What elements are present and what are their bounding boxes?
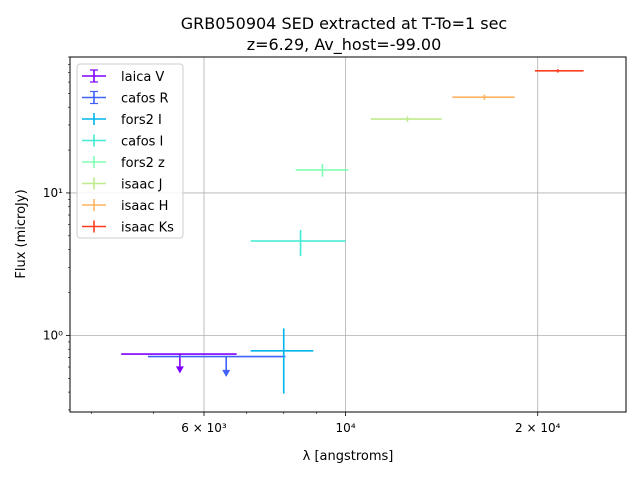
legend: laica V cafos R fors2 I cafos I fors2 z isaac…: [76, 63, 184, 239]
y-axis-ticks: 10⁰ 10¹: [43, 56, 70, 411]
legend-entry: isaac H: [82, 199, 168, 214]
legend-label: isaac Ks: [121, 221, 174, 236]
series-cafos-R: [147, 355, 286, 377]
y-tick-label: 10¹: [43, 186, 63, 200]
series-fors2-I: [250, 328, 314, 394]
legend-label: cafos R: [121, 92, 169, 107]
legend-entry: isaac J: [82, 177, 162, 193]
chart-title: GRB050904 SED extracted at T-To=1 sec: [181, 14, 507, 33]
upper-limit-arrow: [175, 366, 184, 374]
series-cafos-I: [250, 229, 346, 257]
y-axis-label: Flux (microJy): [14, 189, 29, 278]
x-tick-label: 2 × 10⁴: [515, 421, 561, 435]
legend-label: isaac J: [121, 178, 162, 193]
legend-entry: cafos I: [82, 134, 163, 150]
x-tick-label: 6 × 10³: [181, 421, 227, 435]
series-isaac-Ks: [534, 69, 584, 73]
legend-label: cafos I: [121, 135, 163, 150]
x-tick-label: 10⁴: [336, 421, 356, 435]
chart-subtitle: z=6.29, Av_host=-99.00: [247, 35, 442, 55]
legend-label: fors2 I: [121, 113, 162, 128]
x-axis-ticks: 6 × 10³ 10⁴ 2 × 10⁴: [91, 412, 561, 435]
series-fors2-z: [295, 163, 349, 177]
legend-entry: laica V: [82, 69, 164, 85]
upper-limit-arrow: [222, 369, 231, 377]
series-isaac-H: [452, 94, 515, 100]
legend-entry: fors2 I: [82, 113, 162, 128]
legend-label: fors2 z: [121, 156, 165, 171]
legend-entry: isaac Ks: [82, 220, 174, 236]
plot-frame: [69, 56, 627, 413]
data-marks: [121, 69, 584, 394]
y-tick-label: 10⁰: [43, 328, 63, 342]
legend-box: [76, 63, 184, 239]
legend-entry: fors2 z: [82, 156, 165, 171]
x-axis-label: λ [angstroms]: [303, 449, 394, 464]
series-isaac-J: [370, 116, 442, 122]
legend-label: isaac H: [121, 199, 168, 214]
legend-label: laica V: [121, 70, 164, 85]
legend-entry: cafos R: [82, 90, 169, 107]
